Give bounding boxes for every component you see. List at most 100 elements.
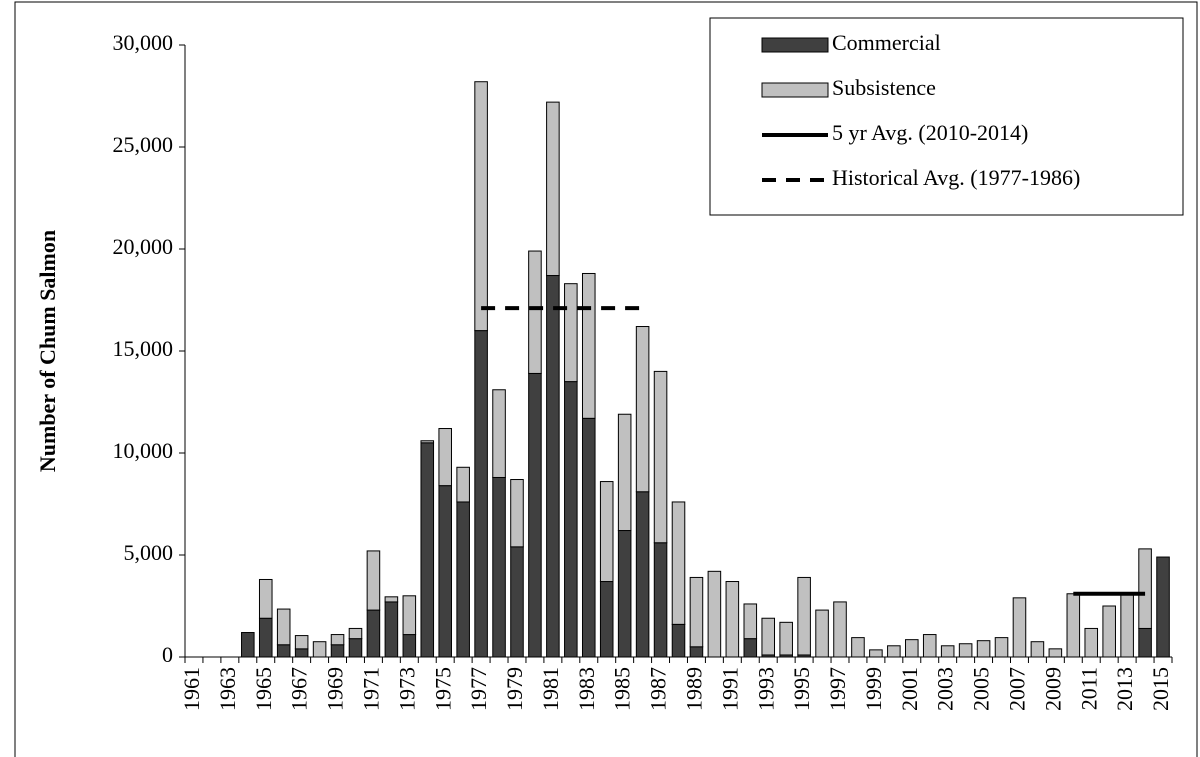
bar — [1030, 641, 1045, 658]
bar — [653, 542, 668, 658]
bar — [1048, 648, 1063, 658]
x-tick-label: 2013 — [1112, 667, 1137, 711]
bar — [312, 641, 327, 658]
bar — [1066, 593, 1081, 658]
x-tick-label: 1971 — [358, 667, 383, 711]
x-tick-label: 1993 — [753, 667, 778, 711]
x-tick-label: 1983 — [574, 667, 599, 711]
bar — [258, 578, 273, 619]
bar — [474, 81, 488, 332]
bar — [689, 576, 704, 648]
x-tick-label: 2011 — [1076, 667, 1101, 710]
x-tick-label: 1975 — [430, 667, 455, 711]
bar — [994, 637, 1009, 658]
bar — [438, 428, 452, 487]
bar — [1102, 605, 1116, 658]
bar — [707, 570, 722, 658]
bar — [671, 501, 686, 625]
bar — [528, 250, 542, 374]
bar — [528, 372, 542, 658]
x-tick-label: 1981 — [538, 667, 563, 711]
bar — [833, 601, 847, 658]
bar — [384, 601, 399, 658]
x-tick-label: 1987 — [646, 667, 671, 711]
bar — [510, 479, 524, 548]
bar — [617, 530, 632, 658]
y-tick-label: 5,000 — [124, 540, 174, 565]
x-tick-label: 2009 — [1040, 667, 1065, 711]
y-tick-label: 10,000 — [113, 438, 174, 463]
bar — [564, 381, 578, 658]
bar — [887, 645, 901, 658]
bar — [1120, 593, 1134, 658]
x-tick-label: 1961 — [179, 667, 204, 711]
bar — [402, 634, 417, 658]
bar — [420, 440, 435, 444]
bar — [348, 638, 363, 658]
bar — [743, 638, 758, 658]
bar — [1012, 597, 1027, 658]
bar — [815, 609, 829, 658]
legend-label: Subsistence — [832, 75, 936, 100]
y-axis-label: Number of Chum Salmon — [35, 230, 60, 472]
x-tick-label: 1969 — [323, 667, 348, 711]
legend-swatch — [761, 37, 829, 53]
bar — [1084, 627, 1099, 658]
bar — [779, 621, 793, 656]
x-tick-label: 1965 — [251, 667, 276, 711]
bar — [1138, 627, 1152, 658]
x-tick-label: 2005 — [969, 667, 994, 711]
x-tick-label: 1977 — [466, 667, 491, 711]
x-tick-label: 2001 — [897, 667, 922, 711]
bar — [599, 581, 614, 658]
bar — [492, 476, 506, 658]
bar — [851, 637, 865, 658]
x-tick-label: 1985 — [610, 667, 635, 711]
bar — [922, 634, 937, 658]
bar — [653, 370, 668, 544]
x-tick-label: 2015 — [1148, 667, 1173, 711]
bar — [420, 442, 435, 658]
bar — [761, 617, 776, 656]
bar — [1138, 548, 1152, 629]
x-tick-label: 1979 — [502, 667, 527, 711]
bar — [1156, 556, 1170, 658]
bar — [635, 326, 650, 493]
bar — [438, 485, 452, 658]
x-tick-label: 1973 — [394, 667, 419, 711]
bar — [671, 623, 686, 658]
x-tick-label: 1997 — [825, 667, 850, 711]
bar — [366, 550, 381, 611]
x-tick-label: 1989 — [681, 667, 706, 711]
bar — [474, 330, 488, 658]
bar — [725, 581, 740, 658]
x-tick-label: 2003 — [933, 667, 958, 711]
x-tick-label: 2007 — [1005, 667, 1030, 711]
bar — [564, 283, 578, 383]
y-tick-label: 0 — [162, 642, 173, 667]
bar — [294, 635, 309, 650]
bar — [276, 608, 291, 646]
bar — [492, 389, 506, 478]
y-tick-label: 15,000 — [113, 336, 174, 361]
bar — [330, 634, 345, 646]
bar — [402, 595, 417, 636]
bar — [635, 491, 650, 658]
bar — [384, 596, 399, 603]
bar — [330, 644, 345, 658]
legend-swatch — [761, 82, 829, 98]
bar — [976, 640, 991, 658]
bar — [905, 639, 919, 658]
bar — [241, 632, 255, 658]
legend-label: Historical Avg. (1977-1986) — [832, 165, 1080, 190]
bar — [366, 609, 381, 658]
x-tick-label: 1967 — [287, 667, 312, 711]
bar — [294, 648, 309, 658]
y-tick-label: 20,000 — [113, 234, 174, 259]
bar — [617, 413, 632, 532]
y-tick-label: 30,000 — [113, 30, 174, 55]
bar — [546, 101, 560, 277]
bar — [689, 646, 704, 658]
bar — [869, 649, 883, 658]
